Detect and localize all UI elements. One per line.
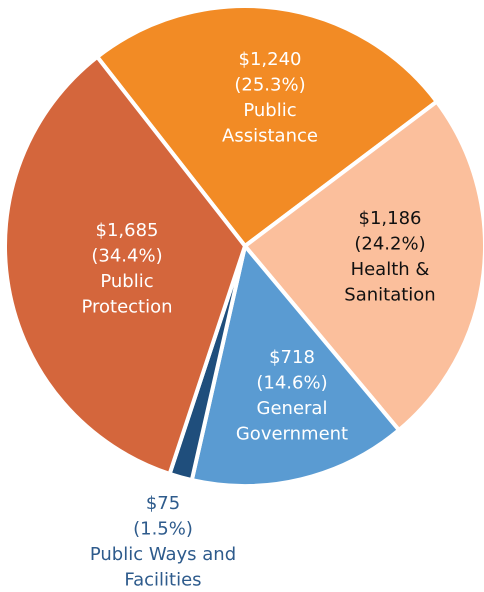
value-label: $718 — [269, 347, 315, 368]
pie-slice — [189, 244, 401, 488]
category-label: Public Protection — [81, 271, 172, 318]
category-label: General Government — [236, 398, 348, 445]
pie-slice — [243, 99, 484, 433]
value-label: $1,685 — [96, 220, 159, 241]
value-label: $1,186 — [359, 208, 422, 229]
percent-label: (1.5%) — [133, 519, 193, 540]
category-label: Public Ways and Facilities — [90, 544, 236, 591]
value-label: $1,240 — [239, 49, 302, 70]
percent-label: (34.4%) — [91, 246, 162, 267]
percent-label: (24.2%) — [354, 234, 425, 255]
category-label: Health & Sanitation — [344, 259, 435, 306]
pie-slice — [95, 4, 439, 248]
pie-slice — [3, 54, 247, 476]
percent-label: (14.6%) — [256, 373, 327, 394]
value-label: $75 — [146, 493, 180, 514]
category-label: Public Assistance — [222, 100, 318, 147]
percent-label: (25.3%) — [234, 75, 305, 96]
